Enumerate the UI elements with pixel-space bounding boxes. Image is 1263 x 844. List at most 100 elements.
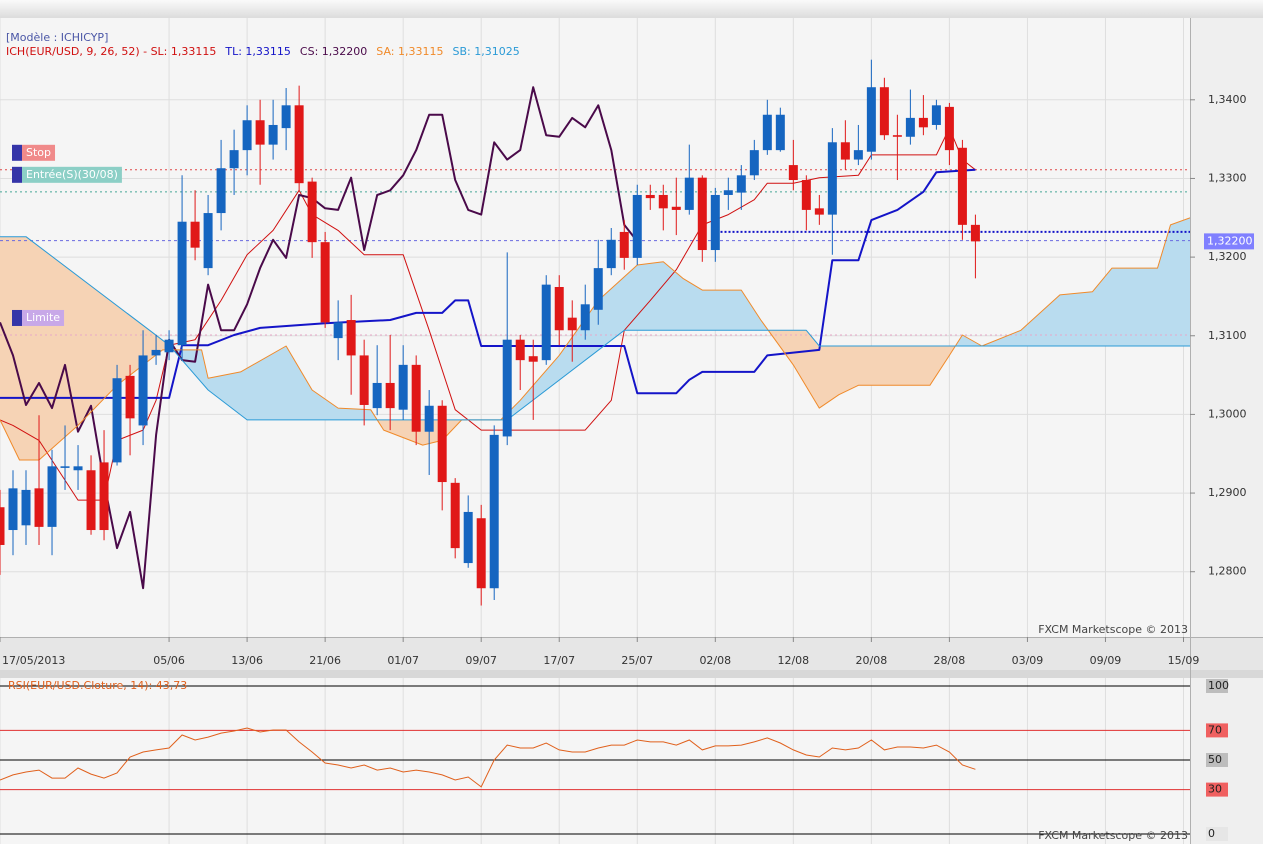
date-axis bbox=[0, 637, 1263, 670]
y-tick-label: 1,3200 bbox=[1208, 250, 1247, 263]
indicator-line bbox=[0, 217, 1190, 461]
cloud-area bbox=[0, 217, 1190, 420]
candle-body bbox=[528, 356, 538, 362]
candle-body bbox=[385, 382, 395, 409]
candle-body bbox=[814, 208, 824, 215]
level-label-box bbox=[22, 309, 65, 326]
candle-body bbox=[281, 105, 291, 129]
level-label-box bbox=[22, 144, 56, 161]
indicator-line bbox=[0, 236, 1190, 421]
watermark: FXCM Marketscope © 2013 bbox=[1038, 623, 1188, 636]
y-tick-label: 70 bbox=[1208, 723, 1222, 736]
legend-entry: SA: 1,33115 bbox=[376, 45, 443, 58]
legend-entry: ICH(EUR/USD, 9, 26, 52) - SL: 1,33115 bbox=[6, 45, 216, 58]
legend-entry: TL: 1,33115 bbox=[224, 45, 291, 58]
level-label: Stop bbox=[26, 146, 51, 159]
tick-label-box bbox=[1206, 723, 1228, 738]
level-marker bbox=[12, 144, 22, 161]
x-tick-label: 01/07 bbox=[387, 654, 419, 667]
rsi-area bbox=[0, 678, 1190, 844]
x-tick-label: 20/08 bbox=[856, 654, 888, 667]
candle-body bbox=[307, 181, 317, 243]
candle-body bbox=[138, 355, 148, 426]
y-tick-label: 1,3300 bbox=[1208, 171, 1247, 184]
candle-body bbox=[775, 114, 785, 151]
candle-body bbox=[827, 142, 837, 215]
x-tick-label: 17/05/2013 bbox=[2, 654, 65, 667]
candle-body bbox=[606, 239, 616, 269]
y-tick-label: 0 bbox=[1208, 827, 1215, 840]
tick-label-box bbox=[1206, 679, 1228, 693]
candle-body bbox=[216, 168, 226, 214]
candle-body bbox=[320, 242, 330, 323]
candle-body bbox=[112, 378, 122, 463]
level-label: Limite bbox=[26, 311, 60, 324]
candle-body bbox=[931, 105, 941, 125]
y-tick-label: 1,3100 bbox=[1208, 329, 1247, 342]
candle-body bbox=[684, 177, 694, 210]
candle-body bbox=[359, 355, 369, 405]
x-tick-label: 02/08 bbox=[699, 654, 731, 667]
candle-body bbox=[21, 489, 31, 526]
candle-body bbox=[99, 462, 109, 531]
candle-body bbox=[515, 339, 525, 361]
legend-entry: CS: 1,32200 bbox=[300, 45, 367, 58]
candle-body bbox=[567, 317, 577, 331]
y-tick-label: 1,2800 bbox=[1208, 565, 1247, 578]
candle-body bbox=[463, 511, 473, 564]
candle-body bbox=[8, 488, 18, 531]
candle-body bbox=[619, 231, 629, 258]
level-marker bbox=[12, 309, 22, 326]
candle-body bbox=[892, 135, 902, 137]
candle-body bbox=[450, 482, 460, 549]
candle-body bbox=[580, 304, 590, 331]
candle-body bbox=[788, 165, 798, 181]
indicator-line bbox=[0, 168, 976, 399]
candle-body bbox=[840, 142, 850, 160]
model-label: [Modèle : ICHICYP] bbox=[6, 31, 108, 44]
candle-body bbox=[333, 322, 343, 339]
candle-body bbox=[723, 190, 733, 195]
candle-body bbox=[437, 405, 447, 483]
price-tag-label: 1,32200 bbox=[1207, 234, 1253, 247]
candle-body bbox=[398, 364, 408, 410]
candle-body bbox=[151, 349, 161, 356]
candle-body bbox=[242, 120, 252, 151]
candle-body bbox=[853, 150, 863, 160]
candle-body bbox=[476, 518, 486, 589]
candle-body bbox=[489, 434, 499, 589]
cloud-up bbox=[0, 217, 1190, 420]
y-tick-label: 50 bbox=[1208, 753, 1222, 766]
tick-label-box bbox=[1206, 827, 1228, 841]
candle-body bbox=[697, 177, 707, 251]
level-label-box bbox=[22, 166, 122, 183]
candle-body bbox=[944, 106, 954, 151]
x-tick-label: 25/07 bbox=[621, 654, 653, 667]
level-label: Entrée(S)(30/08) bbox=[26, 168, 118, 181]
candle-body bbox=[762, 114, 772, 151]
candle-body bbox=[372, 382, 382, 409]
candle-body bbox=[177, 221, 187, 346]
candle-body bbox=[125, 375, 135, 419]
candle-body bbox=[749, 150, 759, 176]
y-tick-label: 1,3000 bbox=[1208, 407, 1247, 420]
legend-entry: SB: 1,31025 bbox=[453, 45, 520, 58]
x-tick-label: 05/06 bbox=[153, 654, 185, 667]
y-tick-label: 30 bbox=[1208, 783, 1222, 796]
candle-body bbox=[411, 364, 421, 432]
candle-body bbox=[346, 320, 356, 356]
candle-body bbox=[736, 175, 746, 193]
y-tick-label: 100 bbox=[1208, 679, 1229, 692]
candle-body bbox=[658, 194, 668, 209]
candle-body bbox=[203, 213, 213, 269]
candle-body bbox=[879, 87, 889, 136]
candle-body bbox=[541, 284, 551, 361]
tick-label-box bbox=[1206, 753, 1228, 767]
x-tick-label: 28/08 bbox=[934, 654, 966, 667]
tick-label-box bbox=[1206, 782, 1228, 797]
candle-body bbox=[268, 124, 278, 145]
watermark: FXCM Marketscope © 2013 bbox=[1038, 829, 1188, 842]
candle-body bbox=[190, 221, 200, 248]
rsi-title: RSI(EUR/USD.Cloture, 14): 43,73 bbox=[8, 679, 187, 692]
